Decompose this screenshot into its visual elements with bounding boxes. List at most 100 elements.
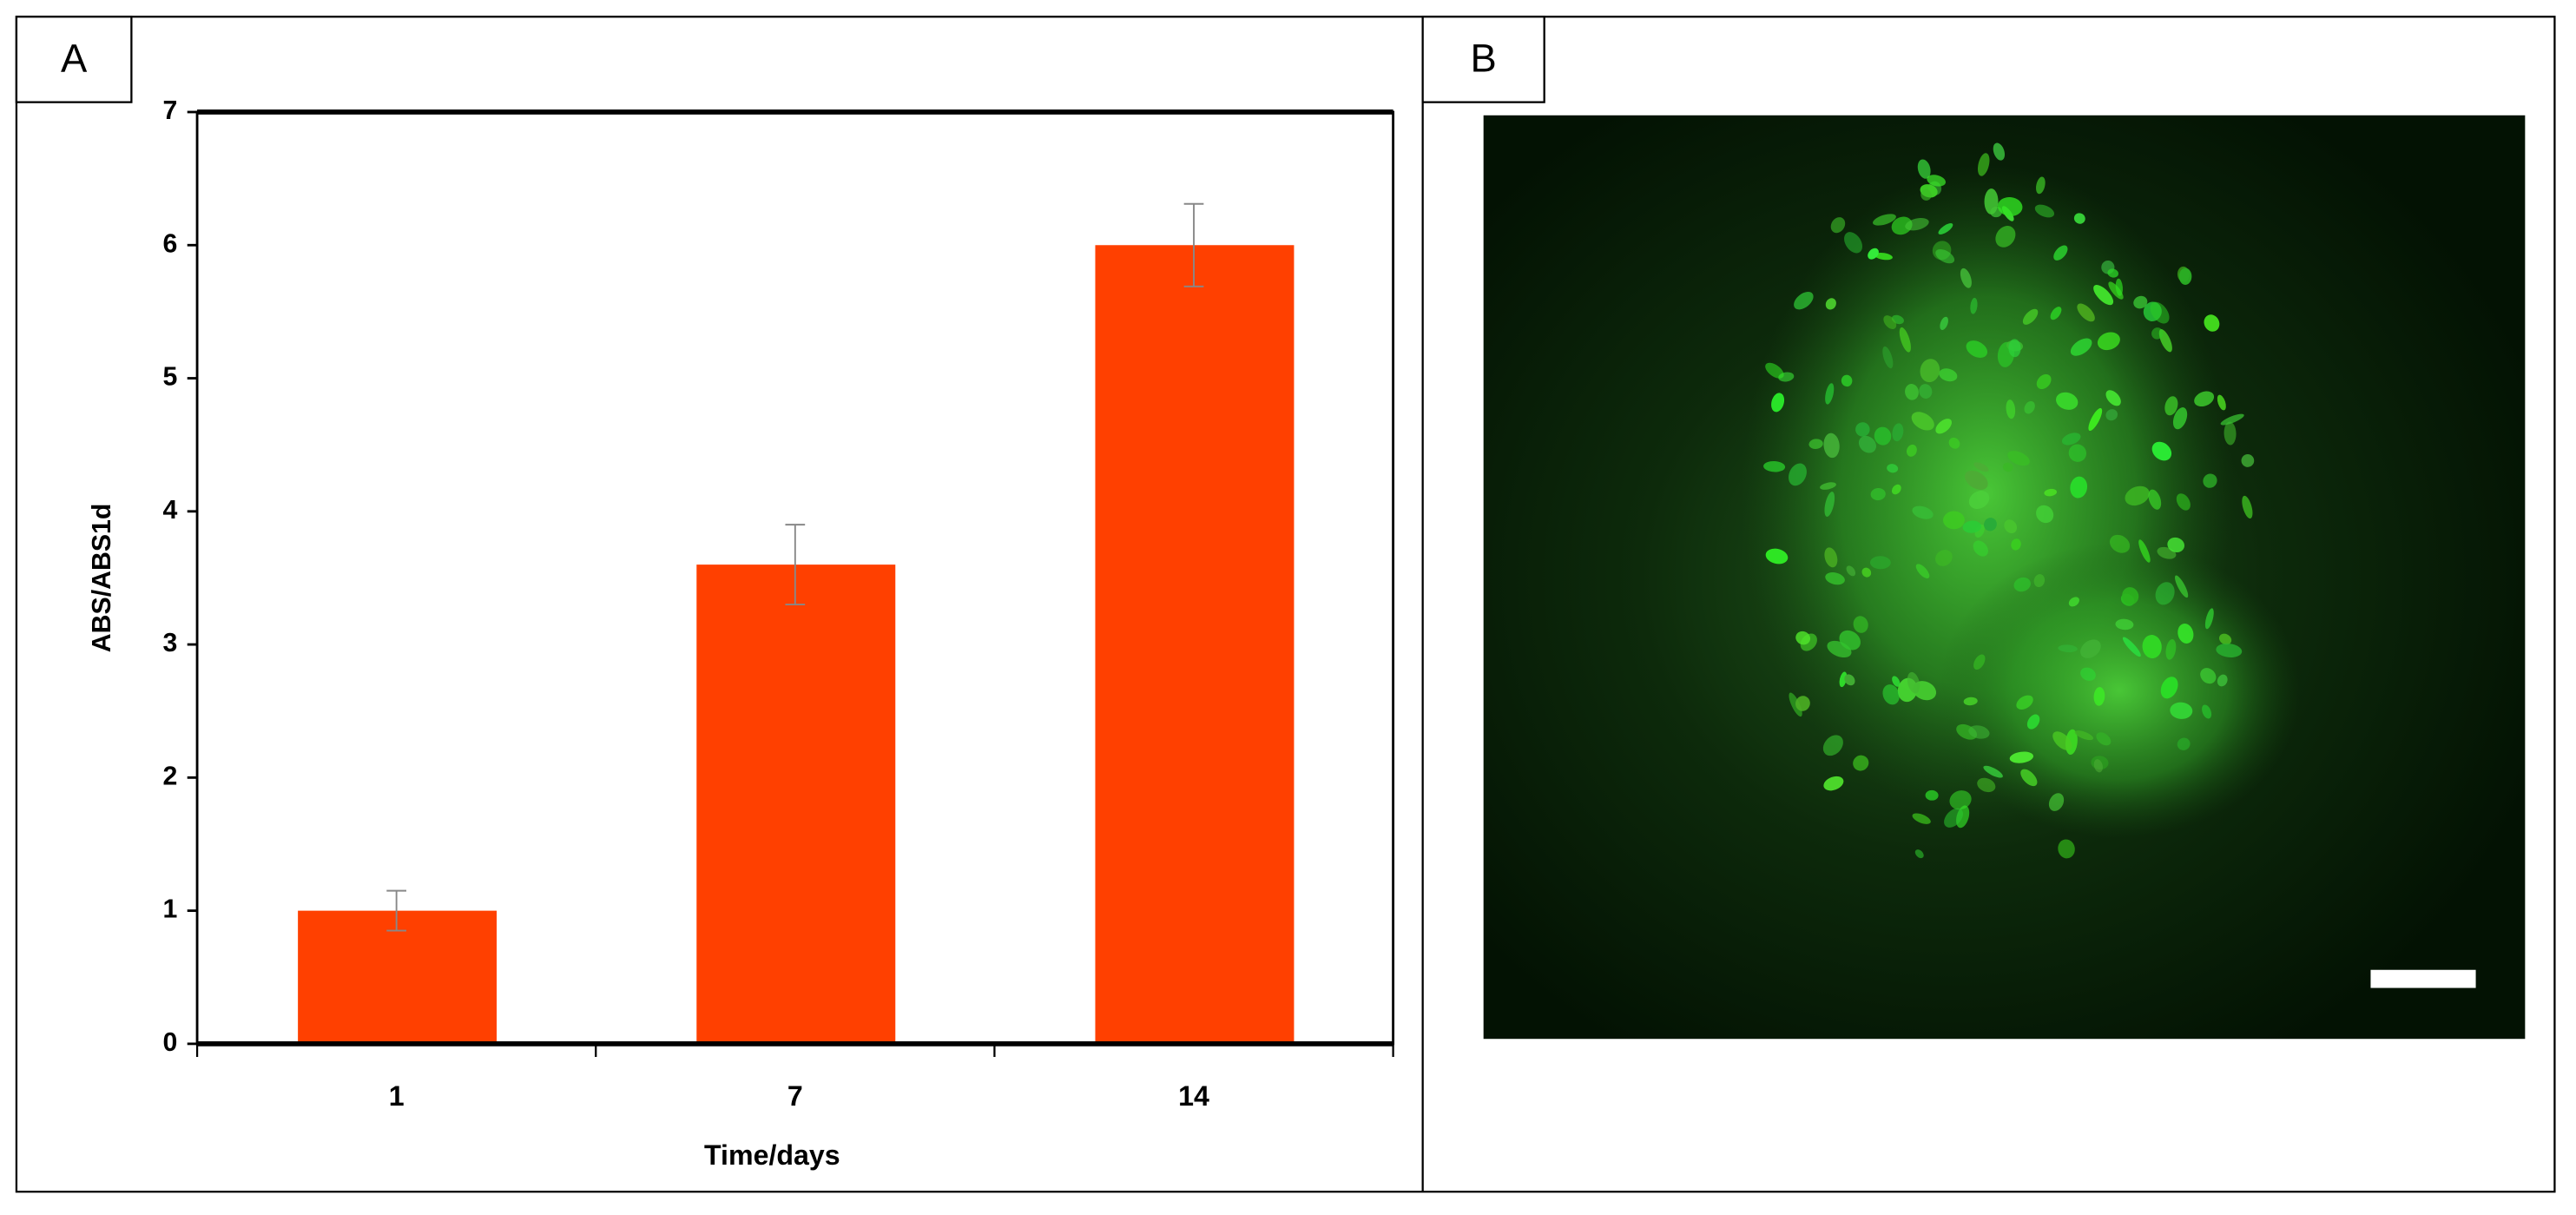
cell xyxy=(2203,473,2217,488)
x-tick-label: 14 xyxy=(1178,1080,1209,1112)
cell xyxy=(1973,654,1986,670)
cell xyxy=(1973,540,1988,557)
cell xyxy=(1892,423,1904,442)
cell xyxy=(1925,789,1939,801)
cell xyxy=(1920,359,1940,383)
error-bar xyxy=(785,524,806,606)
cell xyxy=(2011,538,2021,551)
cell xyxy=(1944,808,1964,828)
cell xyxy=(2105,390,2121,406)
cell xyxy=(2109,534,2131,553)
y-tick-label: 4 xyxy=(163,496,178,525)
cell xyxy=(1883,315,1897,329)
cell xyxy=(1960,267,1972,288)
cell xyxy=(2068,597,2079,607)
cell xyxy=(1771,393,1785,413)
cell xyxy=(1824,547,1838,568)
cell xyxy=(1824,492,1835,517)
cell xyxy=(2080,667,2096,681)
cell xyxy=(2200,668,2217,684)
cell xyxy=(1966,340,1988,358)
cell xyxy=(1943,511,1965,530)
cell xyxy=(1935,419,1952,434)
cell xyxy=(1935,248,1955,264)
cell-cluster xyxy=(1938,542,2301,839)
cell xyxy=(2070,338,2092,356)
bar xyxy=(1095,245,1295,1044)
y-tick-label: 0 xyxy=(163,1028,178,1057)
cell xyxy=(2176,493,2191,511)
bar xyxy=(696,565,896,1044)
cell xyxy=(2070,476,2088,499)
cell xyxy=(1858,435,1877,453)
cell xyxy=(2178,267,2192,285)
cell xyxy=(2044,488,2058,497)
cell xyxy=(2006,399,2016,419)
cell xyxy=(2093,687,2105,706)
cell xyxy=(1939,368,1958,382)
cell xyxy=(2142,635,2162,659)
cell xyxy=(1983,765,2003,778)
cell xyxy=(1874,426,1892,446)
cell xyxy=(2056,392,2079,410)
y-tick-label: 1 xyxy=(163,895,178,924)
cell xyxy=(1795,631,1811,645)
cell xyxy=(2016,695,2033,710)
cell xyxy=(1795,696,1810,711)
cell xyxy=(1830,217,1846,234)
cell xyxy=(1949,790,1972,810)
cell xyxy=(2133,295,2148,309)
cell xyxy=(1993,142,2006,161)
cell xyxy=(2074,730,2094,741)
cell xyxy=(1839,671,1848,688)
cell xyxy=(2002,462,2013,472)
cell xyxy=(2151,441,2172,461)
cell xyxy=(1912,813,1931,824)
cell xyxy=(2194,391,2215,407)
cell xyxy=(1869,556,1891,570)
cell xyxy=(2036,373,2052,390)
cell xyxy=(2004,519,2018,534)
cell xyxy=(1870,487,1886,501)
cell xyxy=(2026,714,2040,730)
cell xyxy=(2150,301,2170,324)
cell xyxy=(1977,153,1990,176)
cell xyxy=(1968,725,1990,739)
cell xyxy=(2077,303,2095,322)
cell xyxy=(1844,232,1863,254)
cell xyxy=(2242,495,2253,519)
cell xyxy=(1853,616,1868,633)
cell xyxy=(2122,637,2141,657)
cell xyxy=(1823,776,1844,791)
cell xyxy=(2088,407,2103,432)
y-tick-label: 5 xyxy=(163,363,178,392)
figure-border xyxy=(15,16,2556,1193)
cell xyxy=(2033,574,2046,588)
cell xyxy=(2007,451,2030,466)
cell xyxy=(1912,505,1934,519)
y-tick-label: 3 xyxy=(163,629,178,657)
bar xyxy=(298,910,497,1044)
cell xyxy=(2008,339,2021,358)
cell xyxy=(1763,460,1786,472)
scale-bar xyxy=(2370,969,2476,988)
error-bar xyxy=(1183,202,1204,287)
cell xyxy=(1963,697,1978,706)
cell xyxy=(1808,439,1823,449)
cell xyxy=(2053,245,2068,261)
cell xyxy=(1873,214,1896,226)
cell xyxy=(2068,444,2086,462)
micrograph xyxy=(1483,115,2526,1040)
cell xyxy=(2160,677,2178,699)
cell xyxy=(2080,639,2101,658)
cell xyxy=(1891,216,1913,235)
cell xyxy=(2093,759,2103,773)
panel-label: A xyxy=(61,36,88,80)
y-tick-label: 2 xyxy=(163,762,178,790)
cell xyxy=(2177,624,2194,644)
cell xyxy=(1935,549,1953,566)
cell xyxy=(1919,384,1933,399)
cell xyxy=(2058,644,2078,653)
cell xyxy=(2164,396,2178,416)
cell xyxy=(2165,639,2177,660)
